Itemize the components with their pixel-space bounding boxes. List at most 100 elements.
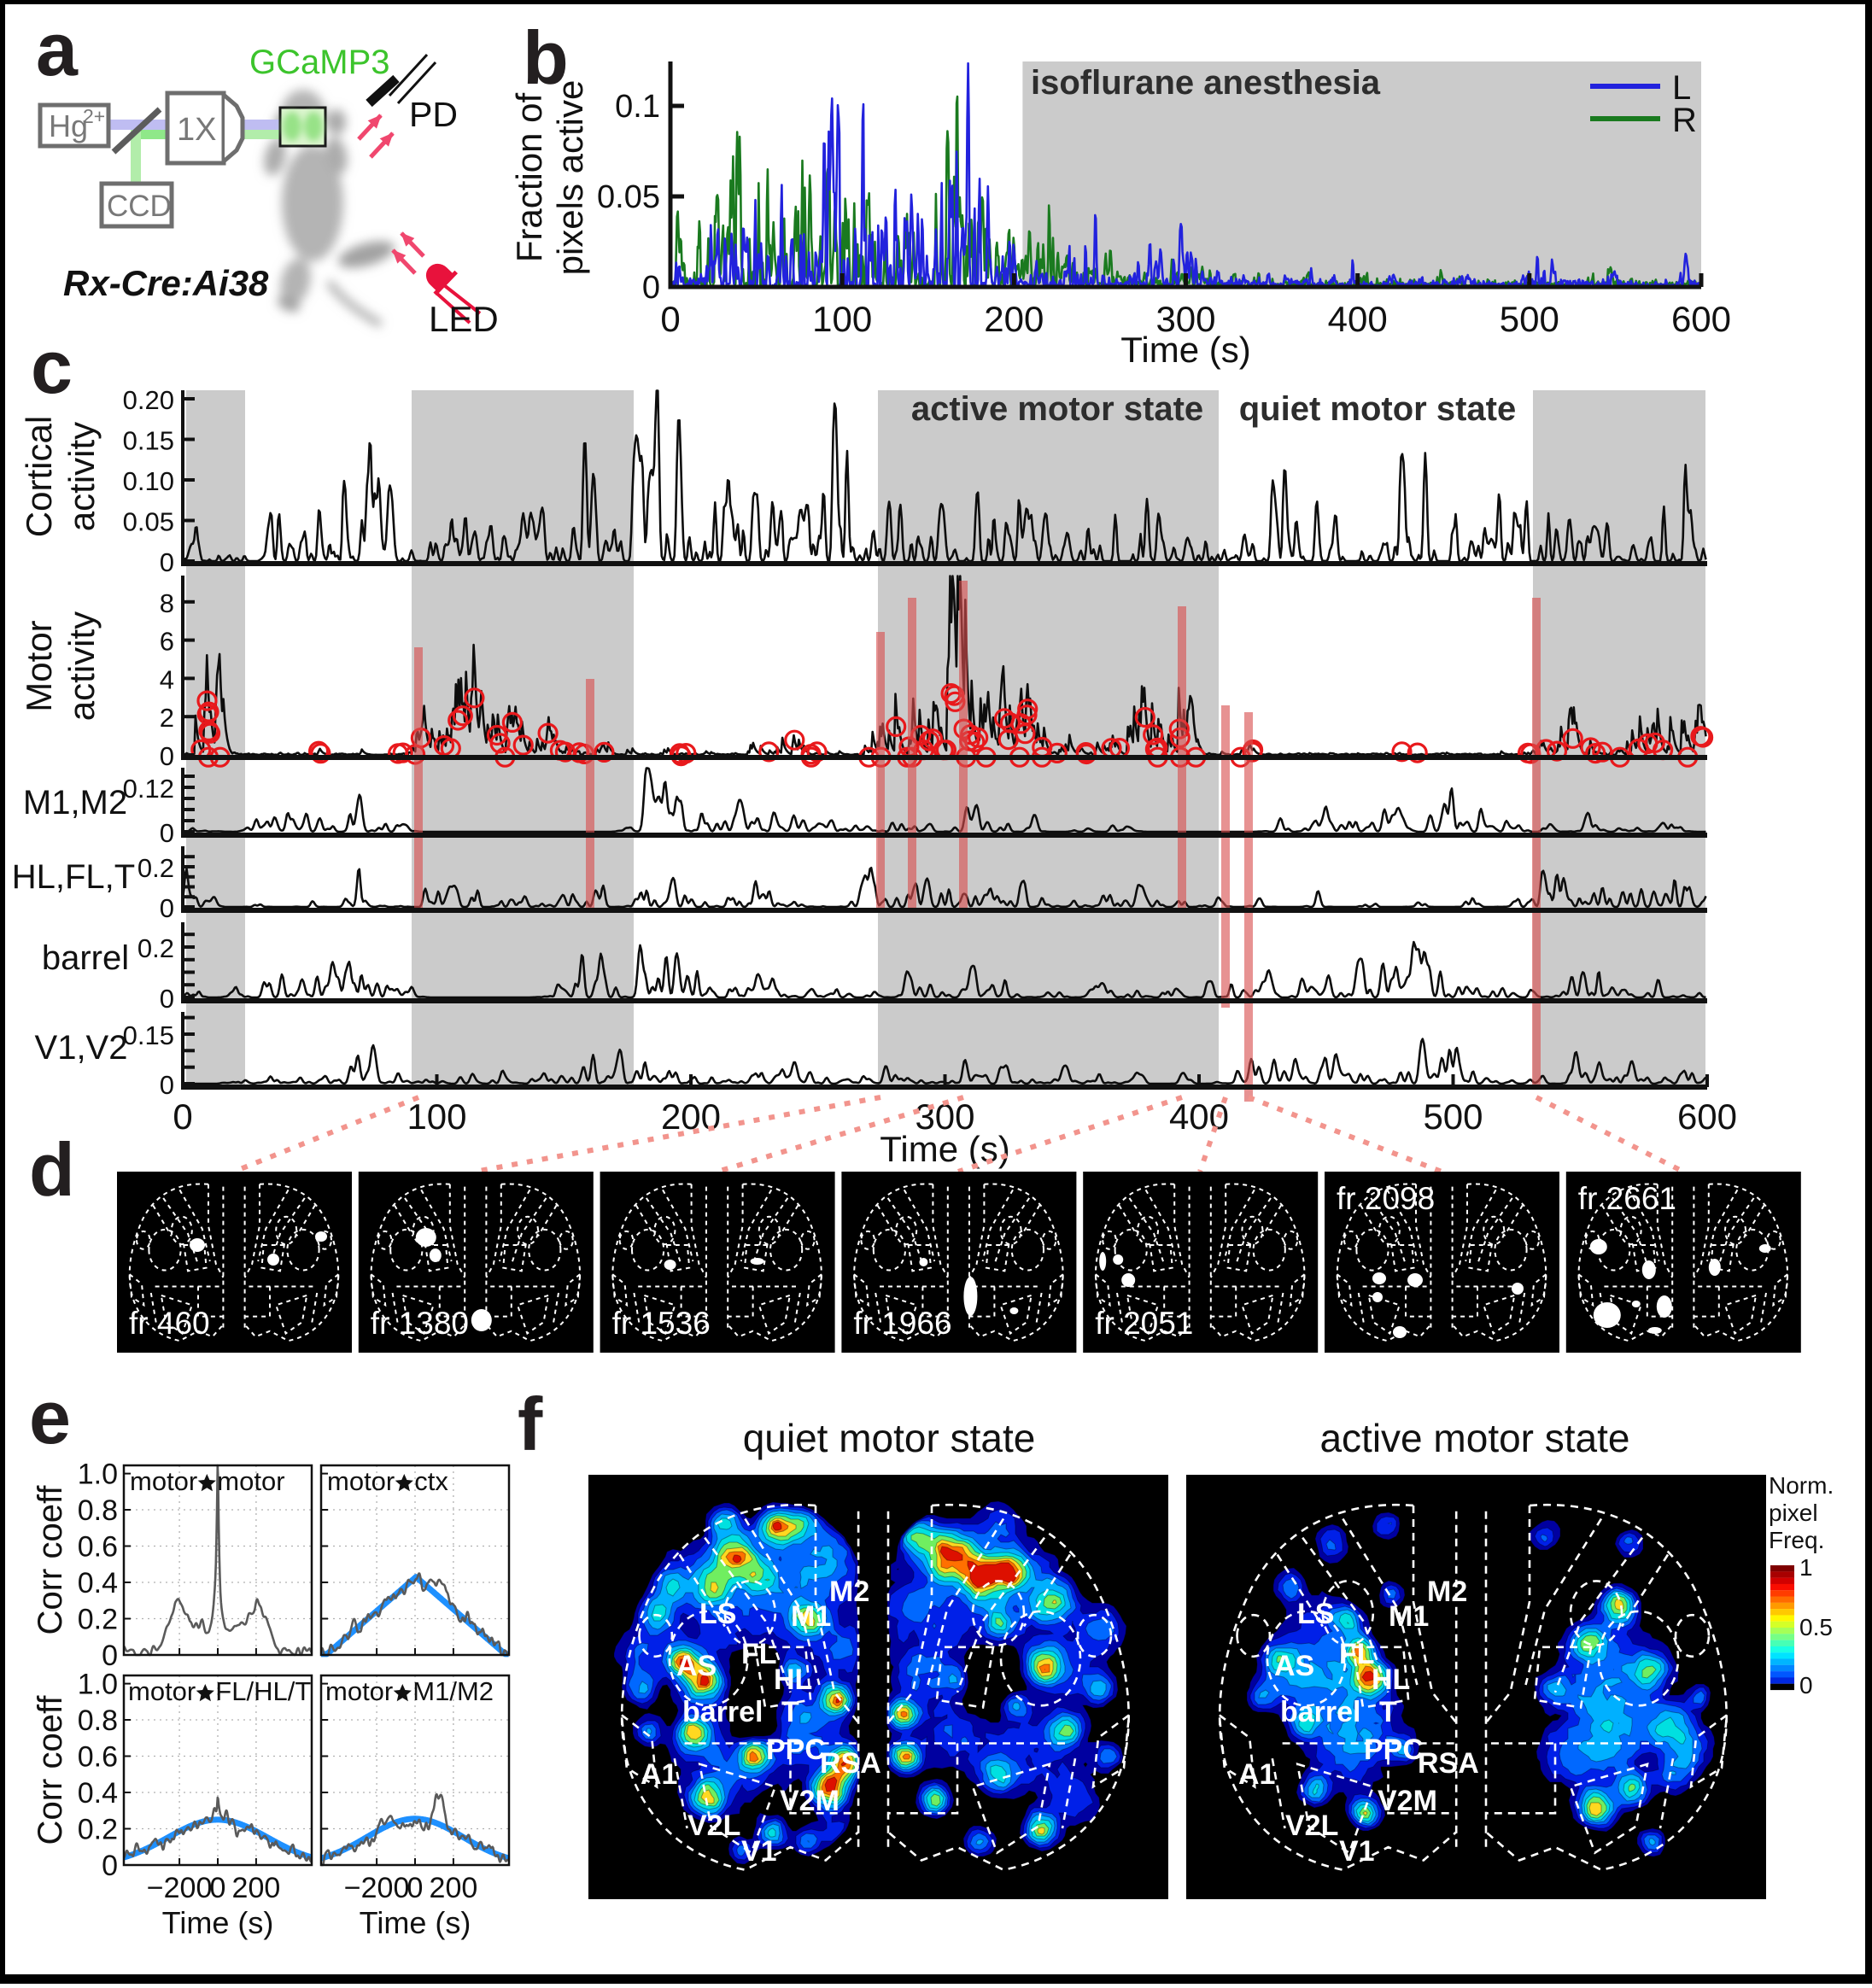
svg-text:V1: V1	[1339, 1835, 1375, 1868]
svg-text:600: 600	[1677, 1096, 1737, 1137]
svg-text:R: R	[1672, 102, 1697, 139]
svg-text:M2: M2	[1427, 1576, 1467, 1608]
svg-text:1: 1	[1799, 1554, 1813, 1581]
svg-text:A1: A1	[641, 1758, 677, 1791]
svg-text:0: 0	[210, 1872, 226, 1904]
svg-text:Cortical: Cortical	[19, 416, 59, 537]
svg-text:barrel: barrel	[1280, 1696, 1361, 1728]
svg-text:0.5: 0.5	[1799, 1614, 1833, 1640]
svg-text:pixel: pixel	[1769, 1500, 1818, 1526]
svg-text:LS: LS	[1297, 1598, 1334, 1630]
svg-text:f: f	[518, 1382, 543, 1466]
svg-text:FL: FL	[1339, 1638, 1375, 1670]
svg-text:−200: −200	[344, 1872, 410, 1904]
svg-text:V1: V1	[741, 1835, 777, 1868]
svg-text:T: T	[1379, 1696, 1397, 1728]
svg-text:−200: −200	[147, 1872, 213, 1904]
svg-text:V2L: V2L	[1285, 1810, 1338, 1842]
svg-text:LS: LS	[699, 1598, 736, 1630]
svg-text:a: a	[36, 7, 79, 91]
svg-text:0.1: 0.1	[615, 89, 660, 125]
svg-text:Corr coeff: Corr coeff	[32, 1485, 69, 1635]
svg-text:400: 400	[1328, 299, 1388, 339]
svg-text:8: 8	[160, 588, 174, 618]
svg-text:barrel: barrel	[682, 1696, 763, 1728]
svg-text:d: d	[29, 1127, 75, 1212]
svg-text:Norm.: Norm.	[1769, 1472, 1834, 1499]
svg-text:0: 0	[160, 547, 174, 577]
svg-text:fr 1966: fr 1966	[853, 1306, 951, 1341]
svg-text:isoflurane anesthesia: isoflurane anesthesia	[1031, 64, 1381, 102]
svg-text:0: 0	[642, 270, 660, 306]
svg-text:0.6: 0.6	[78, 1741, 118, 1774]
svg-text:fr 1380: fr 1380	[371, 1306, 469, 1341]
svg-text:motor: motor	[217, 1466, 284, 1496]
svg-text:Time (s): Time (s)	[162, 1905, 274, 1940]
svg-text:Fraction of: Fraction of	[509, 92, 549, 262]
svg-text:100: 100	[812, 299, 872, 339]
svg-text:Corr coeff: Corr coeff	[32, 1695, 69, 1845]
svg-text:Freq.: Freq.	[1769, 1527, 1824, 1553]
svg-text:0.05: 0.05	[123, 507, 174, 537]
svg-text:RSA: RSA	[820, 1747, 881, 1780]
svg-text:0: 0	[407, 1872, 424, 1904]
svg-text:0: 0	[1799, 1672, 1813, 1699]
svg-text:0.05: 0.05	[597, 179, 660, 215]
svg-text:Time (s): Time (s)	[360, 1905, 471, 1940]
svg-text:HL,FL,T: HL,FL,T	[12, 858, 135, 896]
svg-text:CCD: CCD	[107, 190, 172, 223]
svg-text:0: 0	[102, 1640, 118, 1672]
svg-text:200: 200	[232, 1872, 281, 1904]
svg-text:300: 300	[1155, 299, 1215, 339]
svg-text:activity: activity	[61, 611, 102, 721]
svg-text:V2M: V2M	[1378, 1785, 1437, 1817]
svg-text:PPC: PPC	[766, 1734, 826, 1766]
svg-text:active motor state: active motor state	[1319, 1416, 1629, 1460]
svg-text:quiet motor state: quiet motor state	[743, 1416, 1036, 1460]
svg-text:0.2: 0.2	[137, 933, 174, 963]
svg-text:barrel: barrel	[42, 939, 129, 977]
svg-text:e: e	[29, 1375, 71, 1459]
svg-text:A1: A1	[1238, 1758, 1275, 1791]
svg-text:500: 500	[1500, 299, 1559, 339]
svg-text:0: 0	[160, 818, 174, 848]
svg-text:AS: AS	[676, 1650, 717, 1682]
svg-text:0: 0	[173, 1096, 192, 1137]
svg-text:motor: motor	[128, 1676, 196, 1706]
svg-text:0.10: 0.10	[123, 466, 174, 496]
svg-text:HL: HL	[1372, 1663, 1410, 1696]
svg-text:1.0: 1.0	[78, 1459, 118, 1491]
svg-text:activity: activity	[61, 422, 102, 531]
svg-text:0.12: 0.12	[123, 774, 174, 804]
svg-text:V2L: V2L	[687, 1810, 740, 1842]
svg-text:500: 500	[1423, 1096, 1483, 1137]
svg-text:Time (s): Time (s)	[1120, 330, 1250, 370]
svg-text:4: 4	[160, 664, 174, 694]
svg-text:0: 0	[160, 741, 174, 771]
svg-text:2+: 2+	[83, 105, 105, 127]
svg-text:M1: M1	[791, 1600, 831, 1633]
svg-text:motor: motor	[325, 1676, 393, 1706]
svg-text:200: 200	[430, 1872, 478, 1904]
svg-text:M1,M2: M1,M2	[23, 784, 127, 822]
svg-text:0.2: 0.2	[78, 1814, 118, 1846]
svg-text:0.20: 0.20	[123, 385, 174, 415]
svg-text:1X: 1X	[177, 112, 216, 148]
svg-text:0: 0	[160, 1070, 174, 1100]
svg-text:200: 200	[984, 299, 1044, 339]
svg-text:M1: M1	[1389, 1600, 1429, 1633]
svg-text:100: 100	[407, 1096, 466, 1137]
svg-text:0: 0	[160, 984, 174, 1014]
svg-text:motor: motor	[327, 1466, 395, 1496]
svg-text:T: T	[781, 1696, 799, 1728]
svg-text:b: b	[523, 15, 569, 100]
svg-text:0.15: 0.15	[123, 426, 174, 456]
svg-text:0: 0	[660, 299, 680, 339]
svg-text:2: 2	[160, 703, 174, 733]
svg-text:M2: M2	[829, 1576, 869, 1608]
svg-text:c: c	[31, 325, 73, 409]
svg-text:HL: HL	[774, 1663, 812, 1696]
svg-text:0.4: 0.4	[78, 1777, 118, 1810]
svg-text:LED: LED	[429, 299, 499, 339]
svg-text:0.2: 0.2	[78, 1604, 118, 1636]
